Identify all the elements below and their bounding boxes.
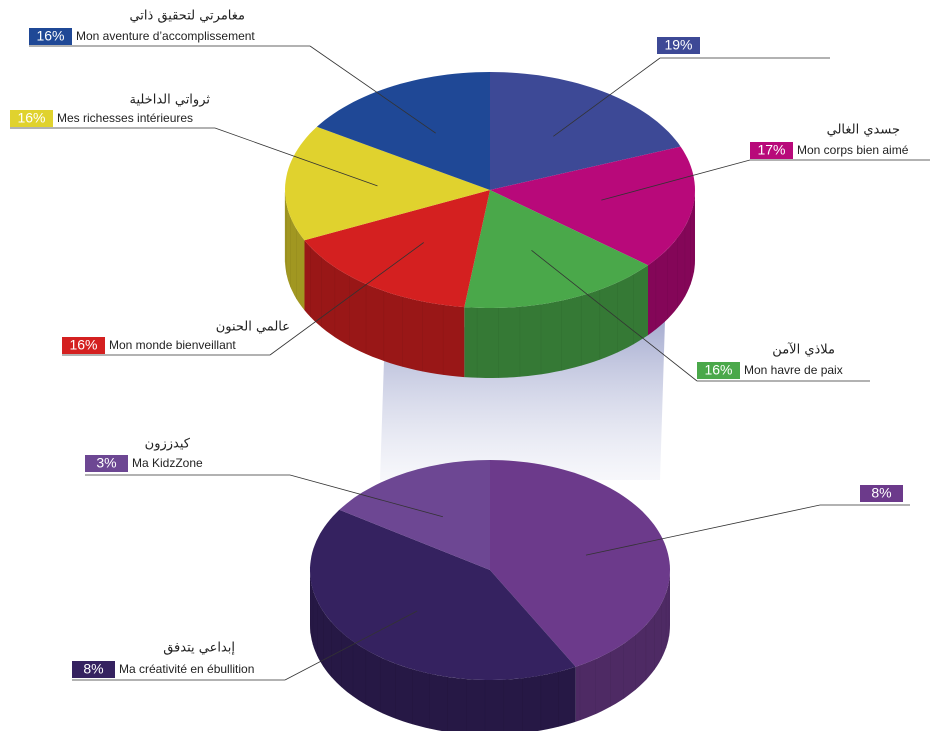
slice [339, 460, 490, 570]
label-ar: إبداعي يتدفق [163, 641, 235, 656]
slice-side [464, 265, 648, 378]
slice [310, 509, 576, 680]
label-fr: Ma créativité en ébullition [119, 662, 254, 676]
percent-label: 3% [96, 455, 116, 471]
label-fr: Mon corps bien aimé [797, 143, 909, 157]
percent-box [860, 485, 903, 502]
pies [284, 72, 695, 731]
label-ar: كيدززون [145, 437, 191, 452]
label-ar: جسدي الغالي [827, 123, 900, 138]
leader-line [309, 45, 436, 134]
percent-label: 16% [17, 110, 45, 126]
label-fr: Mon monde bienveillant [109, 338, 236, 352]
percent-label: 19% [664, 37, 692, 53]
percent-box [85, 455, 128, 472]
percent-box [750, 142, 793, 159]
percent-box [10, 110, 53, 127]
slice [490, 146, 695, 266]
label-ar: ثرواتي الداخلية [129, 93, 210, 108]
slice-side [648, 190, 695, 336]
percent-label: 8% [83, 661, 103, 677]
slice-side [575, 570, 670, 722]
percent-box [657, 37, 700, 54]
slice [490, 72, 681, 190]
slice [304, 190, 490, 308]
slice-side [310, 570, 576, 731]
leader-line [553, 57, 661, 137]
slice [285, 126, 490, 241]
label-fr: Mon havre de paix [744, 363, 843, 377]
leader-line [289, 474, 443, 518]
slice [464, 190, 648, 308]
slice-side [285, 190, 305, 311]
percent-label: 16% [36, 28, 64, 44]
slice [316, 72, 490, 190]
label-fr: Mon aventure d’accomplissement [76, 29, 255, 43]
leader-line [531, 250, 698, 382]
percent-box [62, 337, 105, 354]
leader-line [585, 504, 821, 556]
percent-label: 17% [757, 142, 785, 158]
label-fr: Ma KidzZone [132, 456, 203, 470]
percent-label: 8% [871, 485, 891, 501]
label-ar: ملاذي الآمن [772, 342, 835, 358]
leader-line [214, 127, 378, 187]
label-ar: عالمي الحنون [216, 320, 290, 335]
label-fr: Mes richesses intérieures [57, 111, 193, 125]
labels: 19% 17% Mon corps bien aimé جسدي الغالي 16% M… [10, 9, 930, 681]
percent-label: 16% [69, 337, 97, 353]
leader-line [269, 242, 424, 356]
leader-line [284, 610, 418, 681]
slice-side [304, 240, 465, 378]
percent-box [72, 661, 115, 678]
percent-label: 16% [704, 362, 732, 378]
slice [490, 460, 670, 667]
label-ar: مغامرتي لتحقيق ذاتي [129, 9, 245, 24]
percent-box [697, 362, 740, 379]
leader-line [601, 159, 751, 201]
percent-box [29, 28, 72, 45]
